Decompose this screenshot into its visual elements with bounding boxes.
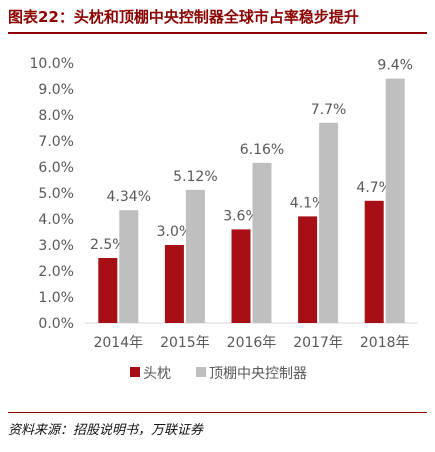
data-label: 5.12% bbox=[173, 169, 217, 185]
bar-overhead-controller bbox=[252, 162, 272, 323]
x-tick-label: 2016年 bbox=[227, 335, 277, 351]
x-tick-label: 2017年 bbox=[293, 335, 343, 351]
legend-swatch bbox=[130, 367, 140, 377]
bar-headrest bbox=[231, 229, 251, 323]
y-tick-label: 3.0% bbox=[38, 238, 74, 254]
bar-headrest bbox=[298, 216, 318, 323]
data-label: 3.6% bbox=[223, 208, 259, 224]
x-tick-label: 2014年 bbox=[93, 335, 143, 351]
y-tick-label: 5.0% bbox=[38, 186, 74, 202]
y-tick-label: 2.0% bbox=[38, 264, 74, 280]
y-tick-label: 6.0% bbox=[38, 160, 74, 176]
legend-label: 顶棚中央控制器 bbox=[209, 366, 307, 382]
bar-headrest bbox=[98, 258, 118, 323]
data-label: 4.7% bbox=[356, 180, 392, 196]
data-label: 9.4% bbox=[377, 58, 413, 74]
x-tick-label: 2015年 bbox=[160, 335, 210, 351]
bar-overhead-controller bbox=[319, 122, 339, 323]
source-note: 资料来源：招股说明书，万联证券 bbox=[8, 423, 204, 438]
y-tick-label: 10.0% bbox=[30, 56, 74, 72]
y-tick-label: 7.0% bbox=[38, 134, 74, 150]
bar-headrest bbox=[364, 200, 384, 323]
bar-overhead-controller bbox=[119, 210, 139, 323]
legend-label: 头枕 bbox=[143, 366, 171, 382]
data-label: 7.7% bbox=[311, 102, 347, 118]
y-tick-label: 1.0% bbox=[38, 290, 74, 306]
title-rule bbox=[8, 32, 427, 34]
bar-chart: 0.0% 1.0% 2.0% 3.0% 4.0% 5.0% 6.0% 7.0% 8.0% 9.0%… bbox=[30, 56, 418, 382]
bar-overhead-controller bbox=[385, 78, 405, 323]
chart-title: 图表22：头枕和顶棚中央控制器全球市占率稳步提升 bbox=[8, 8, 359, 26]
data-label: 6.16% bbox=[240, 142, 284, 158]
x-tick-label: 2018年 bbox=[360, 335, 410, 351]
bar-headrest bbox=[164, 245, 184, 323]
data-label: 3.0% bbox=[157, 224, 193, 240]
y-tick-label: 9.0% bbox=[38, 82, 74, 98]
data-label: 2.5% bbox=[90, 237, 126, 253]
data-label: 4.1% bbox=[290, 195, 326, 211]
bar-overhead-controller bbox=[185, 189, 205, 323]
y-tick-label: 4.0% bbox=[38, 212, 74, 228]
legend-swatch bbox=[196, 367, 206, 377]
footer-rule bbox=[8, 412, 427, 413]
y-tick-label: 0.0% bbox=[38, 316, 74, 332]
data-label: 4.34% bbox=[107, 189, 151, 205]
y-tick-label: 8.0% bbox=[38, 108, 74, 124]
